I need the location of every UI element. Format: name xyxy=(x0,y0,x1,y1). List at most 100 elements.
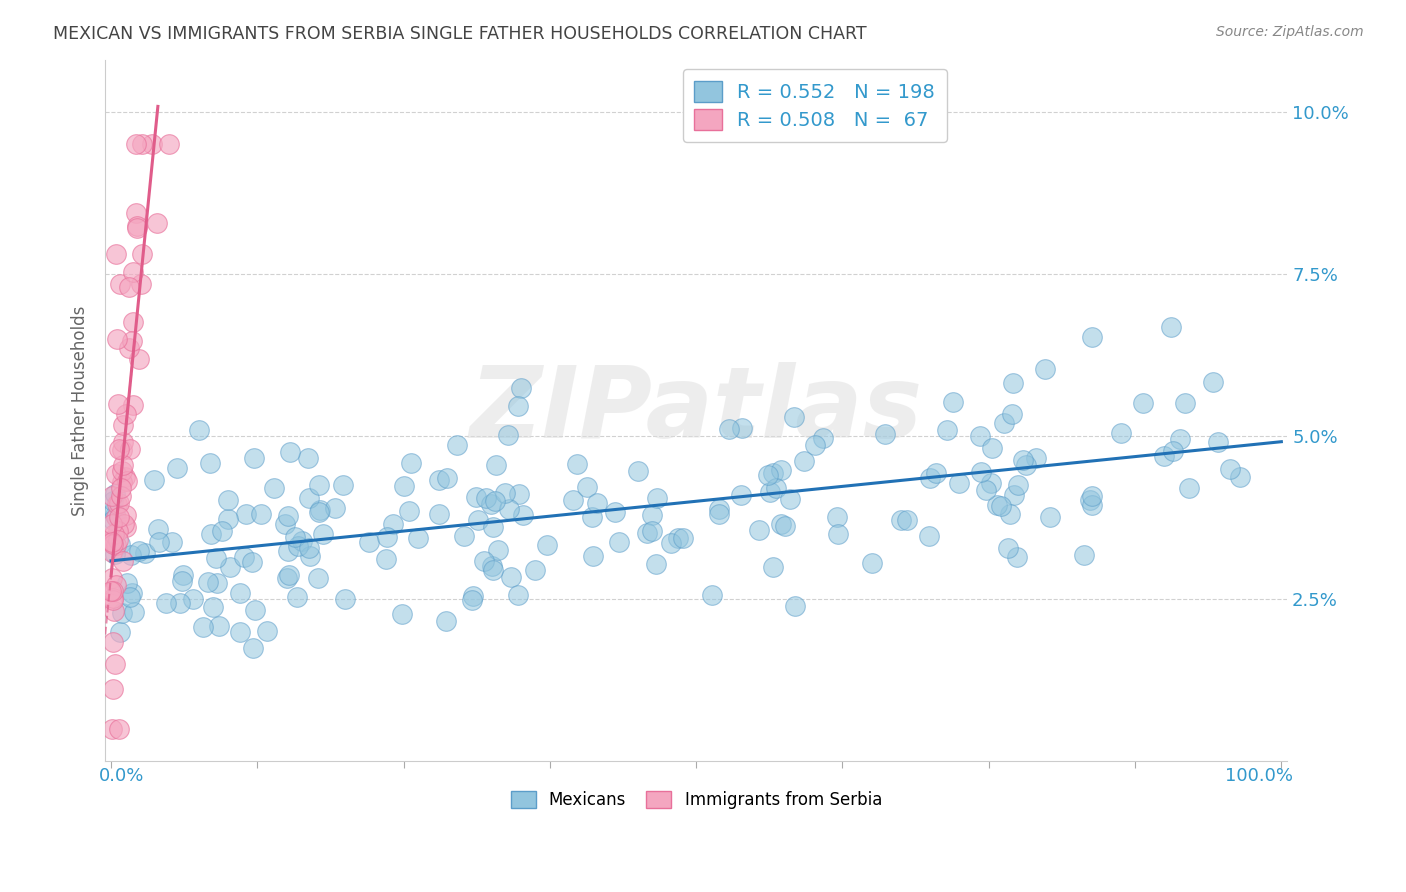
Point xyxy=(232,549,254,564)
Point xyxy=(603,505,626,519)
Legend: Mexicans, Immigrants from Serbia: Mexicans, Immigrants from Serbia xyxy=(503,784,889,816)
Point xyxy=(1033,361,1056,376)
Point xyxy=(427,473,450,487)
Point xyxy=(981,441,1004,455)
Point xyxy=(103,527,125,541)
Point xyxy=(131,136,153,151)
Point xyxy=(181,591,204,606)
Point xyxy=(108,722,131,736)
Point xyxy=(101,533,124,548)
Point xyxy=(707,502,730,516)
Point xyxy=(101,681,124,696)
Point xyxy=(779,492,801,507)
Point xyxy=(205,550,228,565)
Point xyxy=(479,497,502,511)
Point xyxy=(121,586,143,600)
Point xyxy=(582,549,605,563)
Point xyxy=(148,535,170,549)
Point xyxy=(200,527,222,541)
Point xyxy=(101,634,124,648)
Point xyxy=(308,477,330,491)
Point xyxy=(482,519,505,533)
Point xyxy=(108,442,131,457)
Point xyxy=(290,534,312,549)
Point xyxy=(118,280,141,294)
Point xyxy=(645,557,668,571)
Point xyxy=(627,464,650,478)
Point xyxy=(920,471,942,485)
Point xyxy=(122,265,145,279)
Point xyxy=(484,494,506,508)
Point xyxy=(392,479,415,493)
Point xyxy=(748,523,770,537)
Point xyxy=(1161,444,1184,458)
Point xyxy=(585,496,607,510)
Point xyxy=(217,493,239,508)
Point xyxy=(769,517,792,532)
Point xyxy=(125,221,148,235)
Point xyxy=(793,453,815,467)
Text: 100.0%: 100.0% xyxy=(1225,767,1294,785)
Point xyxy=(980,476,1002,491)
Point xyxy=(1174,396,1197,410)
Point xyxy=(298,549,321,563)
Point xyxy=(101,722,124,736)
Point xyxy=(993,417,1015,431)
Point xyxy=(131,247,153,261)
Point xyxy=(128,352,150,367)
Point xyxy=(357,535,380,549)
Point xyxy=(860,556,883,570)
Point xyxy=(287,539,309,553)
Point xyxy=(104,508,127,523)
Point xyxy=(103,584,125,599)
Point xyxy=(101,545,124,559)
Point xyxy=(375,552,398,566)
Point xyxy=(166,461,188,475)
Point xyxy=(641,508,664,523)
Point xyxy=(1160,320,1182,334)
Point xyxy=(101,537,124,551)
Point xyxy=(104,247,127,261)
Point xyxy=(105,497,128,511)
Point xyxy=(1201,376,1223,390)
Point xyxy=(187,423,209,437)
Point xyxy=(700,588,723,602)
Point xyxy=(759,484,782,499)
Point xyxy=(408,531,430,545)
Text: MEXICAN VS IMMIGRANTS FROM SERBIA SINGLE FATHER HOUSEHOLDS CORRELATION CHART: MEXICAN VS IMMIGRANTS FROM SERBIA SINGLE… xyxy=(53,25,868,43)
Point xyxy=(506,399,529,413)
Point xyxy=(474,491,496,506)
Point xyxy=(1073,549,1095,563)
Point xyxy=(986,498,1008,512)
Point xyxy=(105,332,128,346)
Point xyxy=(120,591,142,605)
Point xyxy=(110,277,132,292)
Point xyxy=(101,517,124,532)
Point xyxy=(506,588,529,602)
Point xyxy=(508,487,530,501)
Point xyxy=(1109,426,1132,441)
Point xyxy=(401,456,423,470)
Point xyxy=(111,464,134,478)
Point xyxy=(104,467,127,482)
Point xyxy=(100,533,122,548)
Point xyxy=(935,423,957,437)
Point xyxy=(762,467,785,481)
Point xyxy=(278,445,301,459)
Point xyxy=(1078,493,1101,508)
Point xyxy=(434,614,457,628)
Point xyxy=(308,505,330,519)
Point xyxy=(827,526,849,541)
Y-axis label: Single Father Households: Single Father Households xyxy=(72,305,89,516)
Point xyxy=(198,456,221,470)
Point xyxy=(307,571,329,585)
Point xyxy=(659,535,682,549)
Point xyxy=(969,465,991,479)
Point xyxy=(235,507,257,521)
Point xyxy=(672,531,695,545)
Point xyxy=(524,563,547,577)
Point xyxy=(1001,408,1024,422)
Point xyxy=(1080,330,1102,344)
Point xyxy=(1007,550,1029,565)
Point xyxy=(785,599,807,613)
